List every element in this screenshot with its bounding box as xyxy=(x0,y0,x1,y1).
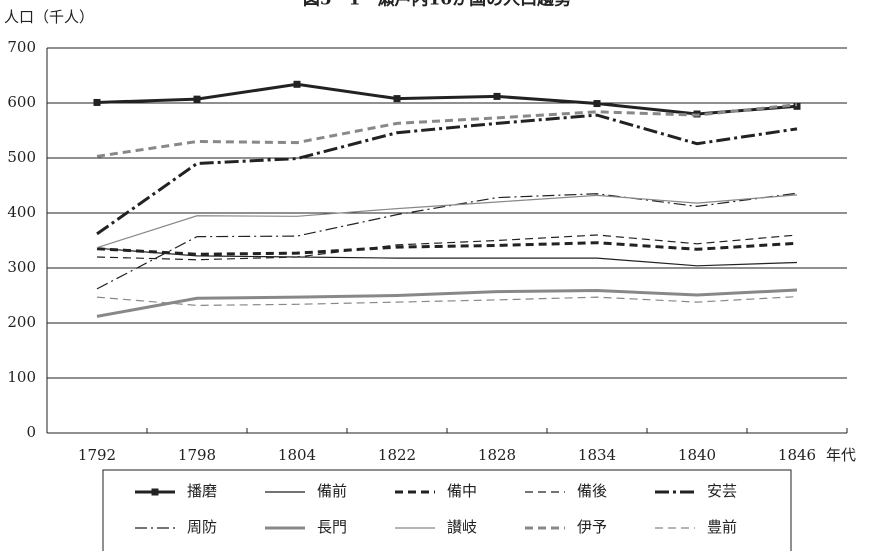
y-tick-label: 0 xyxy=(26,423,36,441)
y-tick-label: 600 xyxy=(7,93,36,111)
x-tick-label: 1834 xyxy=(578,446,616,464)
y-tick-label: 200 xyxy=(7,313,36,331)
point-marker xyxy=(293,80,301,88)
legend-marker xyxy=(151,488,159,496)
series-line xyxy=(96,296,798,307)
point-marker xyxy=(593,100,601,108)
chart-title: 図5－1 瀬戸内10か国の人口趨勢 xyxy=(303,0,571,10)
legend-label: 豊前 xyxy=(707,518,737,536)
legend-label: 長門 xyxy=(317,518,347,536)
x-tick-label: 1828 xyxy=(478,446,516,464)
y-tick-label: 700 xyxy=(7,38,36,56)
x-axis-label: 年代 xyxy=(826,446,856,464)
y-tick-label: 500 xyxy=(7,148,36,166)
legend-label: 備中 xyxy=(447,482,477,500)
legend-label: 播磨 xyxy=(187,482,217,500)
legend-label: 備後 xyxy=(577,482,607,500)
y-tick-label: 400 xyxy=(7,203,36,221)
point-marker xyxy=(193,95,201,103)
legend-label: 伊予 xyxy=(577,518,607,536)
legend-box xyxy=(102,469,792,551)
series-line xyxy=(96,192,798,290)
legend-label: 安芸 xyxy=(707,482,737,500)
series-line xyxy=(96,288,798,318)
y-axis-label: 人口（千人） xyxy=(4,8,94,26)
series-line xyxy=(96,103,798,158)
point-marker xyxy=(493,92,501,100)
series-line xyxy=(96,247,798,267)
x-tick-label: 1846 xyxy=(778,446,816,464)
series-line xyxy=(96,113,798,236)
x-tick-label: 1840 xyxy=(678,446,716,464)
point-marker xyxy=(93,98,101,106)
x-tick-label: 1804 xyxy=(278,446,316,464)
legend-label: 周防 xyxy=(187,518,217,536)
x-tick-label: 1798 xyxy=(178,446,216,464)
point-marker xyxy=(793,102,801,110)
series-line xyxy=(96,241,798,256)
legend-label: 備前 xyxy=(317,482,347,500)
point-marker xyxy=(393,95,401,103)
legend-label: 讃岐 xyxy=(447,518,477,536)
series-line xyxy=(96,82,798,116)
y-tick-label: 100 xyxy=(7,368,36,386)
series-line xyxy=(96,194,798,249)
y-tick-label: 300 xyxy=(7,258,36,276)
x-tick-label: 1792 xyxy=(78,446,116,464)
x-tick-label: 1822 xyxy=(378,446,416,464)
